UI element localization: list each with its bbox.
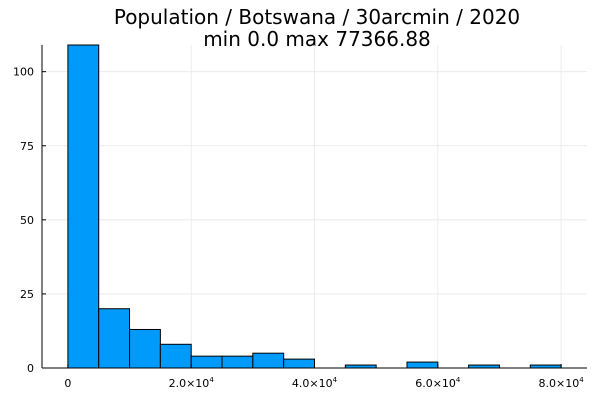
histogram-bar <box>67 44 100 369</box>
histogram-bar <box>129 328 161 369</box>
histogram-bar <box>406 361 439 369</box>
histogram-bar <box>283 358 315 369</box>
x-tick-label: 2.0×104 <box>169 376 215 390</box>
y-tick-label: 75 <box>20 140 34 153</box>
histogram-bar <box>190 355 223 369</box>
y-tick-label: 0 <box>27 362 34 375</box>
histogram-bar <box>252 352 285 369</box>
histogram-bar <box>98 308 131 369</box>
x-axis-ticks: 0 2.0×104 4.0×104 6.0×104 8.0×104 <box>64 364 584 390</box>
x-tick-label: 4.0×104 <box>292 376 338 390</box>
chart-title: Population / Botswana / 30arcmin / 2020 <box>114 5 520 29</box>
histogram-bar <box>159 343 192 369</box>
x-tick-label: 0 <box>64 377 71 390</box>
y-tick-label: 25 <box>20 288 34 301</box>
x-tick-label: 8.0×104 <box>539 376 585 390</box>
y-axis-ticks: 0 25 50 75 100 <box>13 66 46 375</box>
y-tick-label: 100 <box>13 66 34 79</box>
histogram-bar <box>221 355 254 369</box>
x-tick-label: 6.0×104 <box>415 376 461 390</box>
chart-subtitle: min 0.0 max 77366.88 <box>203 27 431 51</box>
y-tick-label: 50 <box>20 214 34 227</box>
